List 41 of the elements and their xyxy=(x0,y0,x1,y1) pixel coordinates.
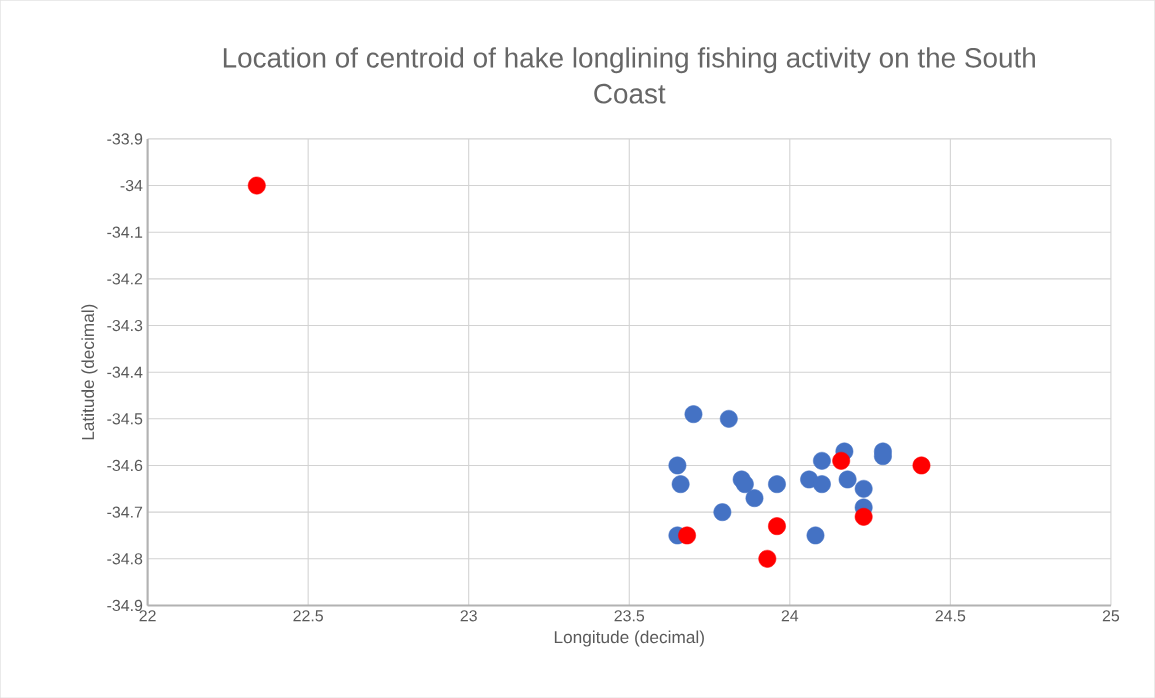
point xyxy=(806,526,825,545)
y-tick-label: -34.8 xyxy=(107,553,143,565)
y-tick-label: -33.9 xyxy=(107,133,143,145)
point xyxy=(912,456,931,475)
point xyxy=(832,451,851,470)
point xyxy=(838,470,857,489)
point xyxy=(758,549,777,568)
y-tick-label: -34 xyxy=(120,179,143,192)
point xyxy=(813,475,831,493)
x-tick-label: 24 xyxy=(781,610,799,622)
y-tick-label: -34.1 xyxy=(107,226,143,238)
y-tick-label: -34.6 xyxy=(107,459,143,471)
point xyxy=(719,409,738,428)
point xyxy=(247,176,266,195)
y-tick-label: -34.4 xyxy=(107,366,143,378)
x-tick-label: 22 xyxy=(139,610,156,622)
y-tick-label: -34.9 xyxy=(107,599,143,611)
x-tick-label: 23.5 xyxy=(614,610,645,622)
point xyxy=(854,479,873,498)
x-tick-label: 22.5 xyxy=(293,610,323,622)
x-tick-label: 23 xyxy=(460,610,477,622)
point xyxy=(684,405,703,423)
chart-title: Location of centroid of hake longlining fishing activity on the South Coast xyxy=(223,47,1035,104)
point xyxy=(768,517,786,535)
point xyxy=(854,507,873,526)
y-tick-label: -34.5 xyxy=(107,413,143,425)
x-tick-label: 25 xyxy=(1102,610,1120,622)
x-axis-title: Longitude (decimal) xyxy=(554,630,704,647)
y-tick-label: -34.3 xyxy=(107,319,143,332)
x-tick-label: 24.5 xyxy=(935,610,966,622)
point xyxy=(678,526,696,545)
y-tick-label: -34.7 xyxy=(107,506,143,518)
point xyxy=(735,475,754,493)
y-axis-title: Latitude (decimal) xyxy=(81,304,98,440)
point xyxy=(668,456,687,475)
point xyxy=(813,451,831,470)
point xyxy=(713,503,732,521)
point xyxy=(768,475,786,493)
y-tick-label: -34.2 xyxy=(107,273,143,285)
point xyxy=(745,489,764,507)
point xyxy=(671,475,690,493)
